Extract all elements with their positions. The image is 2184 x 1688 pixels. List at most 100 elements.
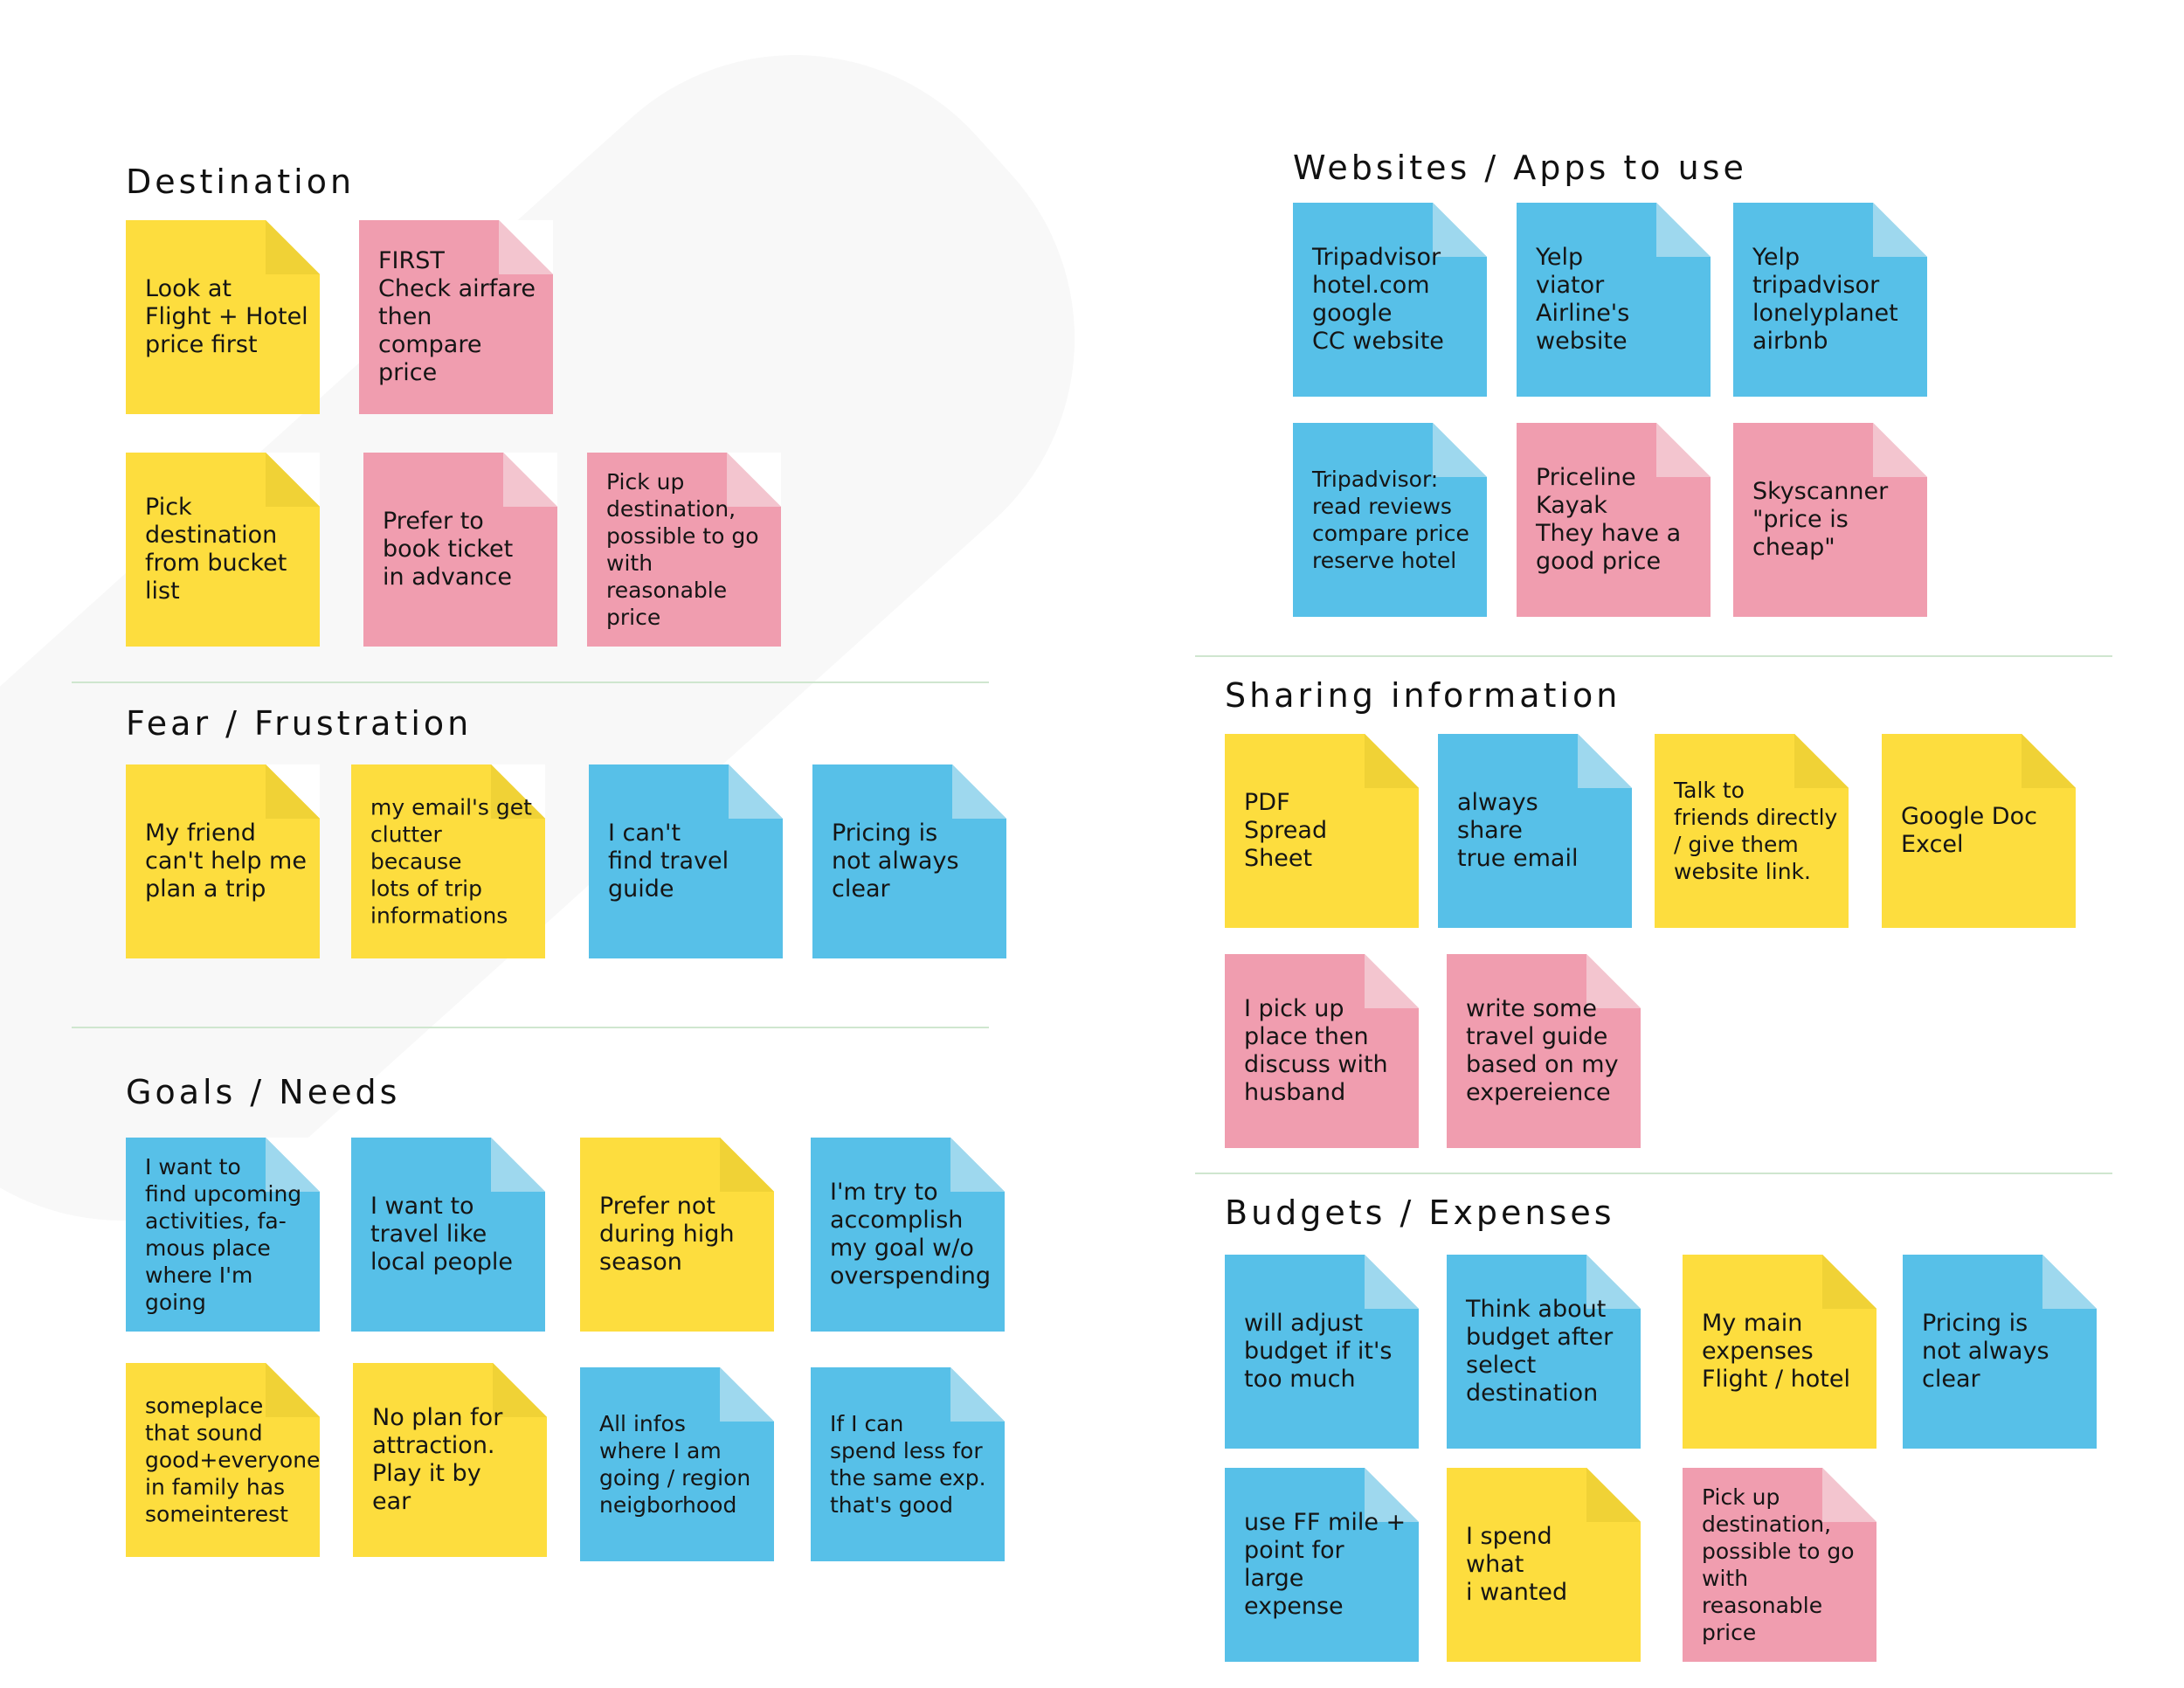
sticky-note-text: Think about budget after select destinat… xyxy=(1466,1296,1614,1407)
section-title-sharing: Sharing information xyxy=(1225,676,1621,715)
sticky-note[interactable]: Look at Flight + Hotel price first xyxy=(126,220,320,414)
note-fold xyxy=(950,1367,1005,1422)
note-fold xyxy=(1433,203,1487,257)
note-fold xyxy=(266,1138,320,1192)
note-fold xyxy=(1365,734,1419,788)
sticky-note[interactable]: write some travel guide based on my expe… xyxy=(1447,954,1641,1148)
sticky-note[interactable]: PDF Spread Sheet xyxy=(1225,734,1419,928)
sticky-note-text: Priceline Kayak They have a good price xyxy=(1536,464,1682,575)
note-fold xyxy=(491,1138,545,1192)
sticky-note-text: My friend can't help me plan a trip xyxy=(145,820,307,903)
note-fold xyxy=(720,1138,774,1192)
sticky-note-text: If I can spend less for the same exp. th… xyxy=(830,1411,986,1518)
sticky-note[interactable]: someplace that sound good+everyone in fa… xyxy=(126,1363,320,1557)
sticky-note-text: Prefer to book ticket in advance xyxy=(383,508,514,591)
note-fold xyxy=(1822,1468,1876,1522)
note-fold xyxy=(1656,203,1711,257)
sticky-note[interactable]: Pick up destination, possible to go with… xyxy=(587,453,781,647)
note-fold xyxy=(1822,1255,1876,1309)
sticky-note[interactable]: Prefer to book ticket in advance xyxy=(363,453,557,647)
sticky-note[interactable]: All infos where I am going / region neig… xyxy=(580,1367,774,1561)
sticky-note-text: Pick up destination, possible to go with… xyxy=(1702,1484,1855,1645)
note-fold xyxy=(266,764,320,819)
sticky-note-text: Yelp viator Airline's website xyxy=(1536,244,1630,355)
section-title-websites: Websites / Apps to use xyxy=(1293,149,1747,187)
sticky-note-text: Tripadvisor hotel.com google CC website xyxy=(1312,244,1444,355)
note-fold xyxy=(1578,734,1632,788)
sticky-note-text: someplace that sound good+everyone in fa… xyxy=(145,1393,321,1527)
sticky-note[interactable]: If I can spend less for the same exp. th… xyxy=(811,1367,1005,1561)
note-fold xyxy=(1656,423,1711,477)
sticky-note[interactable]: will adjust budget if it's too much xyxy=(1225,1255,1419,1449)
note-fold xyxy=(1365,954,1419,1008)
section-divider xyxy=(72,681,989,683)
note-fold xyxy=(2042,1255,2097,1309)
sticky-note[interactable]: Think about budget after select destinat… xyxy=(1447,1255,1641,1449)
section-title-destination: Destination xyxy=(126,163,356,201)
note-fold xyxy=(266,220,320,274)
sticky-note[interactable]: use FF mile + point for large expense xyxy=(1225,1468,1419,1662)
note-fold xyxy=(503,453,557,507)
sticky-note[interactable]: Pick up destination, possible to go with… xyxy=(1683,1468,1876,1662)
sticky-note[interactable]: Pricing is not always clear xyxy=(812,764,1006,958)
note-fold xyxy=(1433,423,1487,477)
sticky-note-text: always share true email xyxy=(1457,789,1579,872)
sticky-note[interactable]: My friend can't help me plan a trip xyxy=(126,764,320,958)
sticky-note-text: Look at Flight + Hotel price first xyxy=(145,275,308,358)
section-divider xyxy=(1195,655,2112,657)
sticky-note[interactable]: I can't find travel guide xyxy=(589,764,783,958)
sticky-note[interactable]: Skyscanner "price is cheap" xyxy=(1733,423,1927,617)
sticky-note[interactable]: my email's get clutter because lots of t… xyxy=(351,764,545,958)
sticky-note[interactable]: always share true email xyxy=(1438,734,1632,928)
note-fold xyxy=(266,453,320,507)
sticky-note-text: No plan for attraction. Play it by ear xyxy=(372,1404,503,1515)
sticky-note-text: I spend what i wanted xyxy=(1466,1523,1568,1606)
section-title-goals: Goals / Needs xyxy=(126,1073,401,1111)
sticky-note[interactable]: Tripadvisor hotel.com google CC website xyxy=(1293,203,1487,397)
sticky-note[interactable]: No plan for attraction. Play it by ear xyxy=(353,1363,547,1557)
sticky-note[interactable]: Pricing is not always clear xyxy=(1903,1255,2097,1449)
sticky-note-text: I want to find upcoming activities, fa- … xyxy=(145,1154,302,1315)
sticky-note-text: Tripadvisor: read reviews compare price … xyxy=(1312,467,1469,573)
note-fold xyxy=(2022,734,2076,788)
sticky-note-text: use FF mile + point for large expense xyxy=(1244,1509,1406,1620)
sticky-note[interactable]: Priceline Kayak They have a good price xyxy=(1517,423,1711,617)
sticky-note-text: will adjust budget if it's too much xyxy=(1244,1310,1393,1393)
section-title-budgets: Budgets / Expenses xyxy=(1225,1193,1615,1232)
sticky-note[interactable]: My main expenses Flight / hotel xyxy=(1683,1255,1876,1449)
sticky-note-text: I'm try to accomplish my goal w/o oversp… xyxy=(830,1179,992,1290)
sticky-note-text: Talk to friends directly / give them web… xyxy=(1674,778,1838,884)
sticky-note-text: my email's get clutter because lots of t… xyxy=(370,794,532,929)
note-fold xyxy=(491,764,545,819)
sticky-note[interactable]: I want to travel like local people xyxy=(351,1138,545,1332)
sticky-note[interactable]: Google Doc Excel xyxy=(1882,734,2076,928)
sticky-note[interactable]: Talk to friends directly / give them web… xyxy=(1655,734,1849,928)
note-fold xyxy=(952,764,1006,819)
sticky-note[interactable]: Pick destination from bucket list xyxy=(126,453,320,647)
sticky-note-text: FIRST Check airfare then compare price xyxy=(378,247,536,386)
note-fold xyxy=(1586,954,1641,1008)
sticky-note[interactable]: Prefer not during high season xyxy=(580,1138,774,1332)
sticky-note[interactable]: I'm try to accomplish my goal w/o oversp… xyxy=(811,1138,1005,1332)
sticky-note-text: I can't find travel guide xyxy=(608,820,729,903)
note-fold xyxy=(493,1363,547,1417)
sticky-note[interactable]: I want to find upcoming activities, fa- … xyxy=(126,1138,320,1332)
sticky-note-text: I pick up place then discuss with husban… xyxy=(1244,995,1388,1106)
note-fold xyxy=(1873,423,1927,477)
section-divider xyxy=(72,1027,989,1028)
note-fold xyxy=(1365,1468,1419,1522)
note-fold xyxy=(950,1138,1005,1192)
sticky-note[interactable]: I pick up place then discuss with husban… xyxy=(1225,954,1419,1148)
sticky-note-text: All infos where I am going / region neig… xyxy=(599,1411,751,1518)
note-fold xyxy=(499,220,553,274)
note-fold xyxy=(729,764,783,819)
sticky-note[interactable]: Yelp tripadvisor lonelyplanet airbnb xyxy=(1733,203,1927,397)
sticky-note[interactable]: I spend what i wanted xyxy=(1447,1468,1641,1662)
sticky-note[interactable]: Yelp viator Airline's website xyxy=(1517,203,1711,397)
sticky-note-text: Prefer not during high season xyxy=(599,1193,735,1276)
sticky-note[interactable]: FIRST Check airfare then compare price xyxy=(359,220,553,414)
sticky-note[interactable]: Tripadvisor: read reviews compare price … xyxy=(1293,423,1487,617)
note-fold xyxy=(1794,734,1849,788)
sticky-note-text: My main expenses Flight / hotel xyxy=(1702,1310,1850,1393)
sticky-note-text: Pick up destination, possible to go with… xyxy=(606,469,759,630)
